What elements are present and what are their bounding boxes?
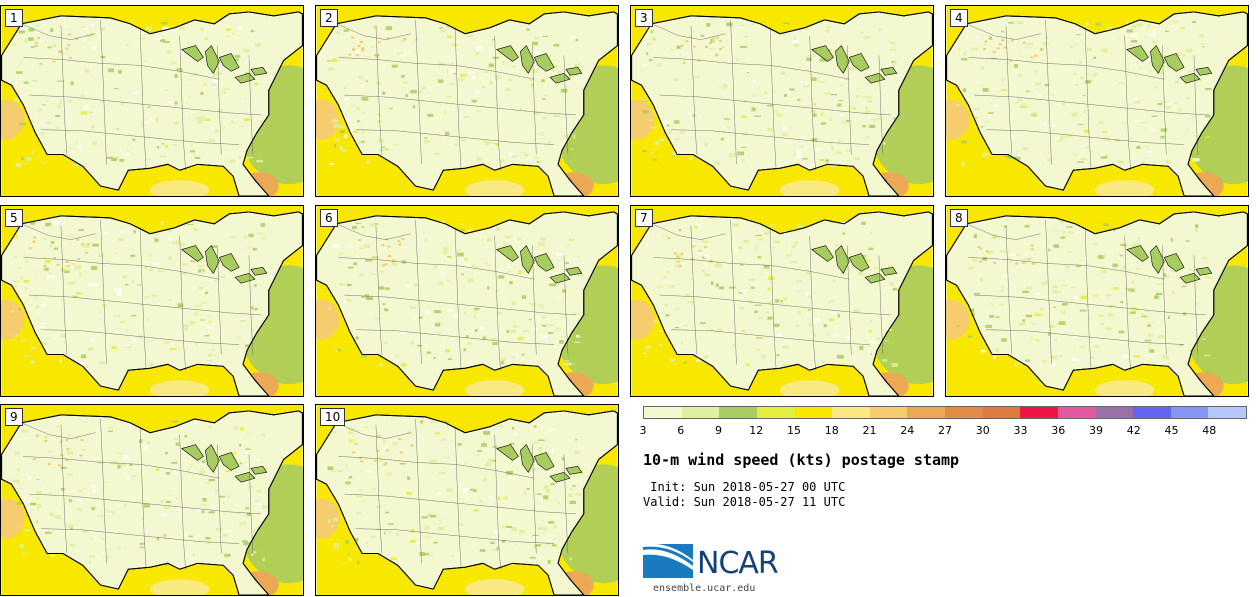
- colorbar-tick-label: 9: [715, 424, 722, 437]
- colorbar-tick-label: 36: [1051, 424, 1066, 437]
- map-panel-5: 5: [0, 205, 304, 397]
- map-panel-3: 3: [630, 5, 934, 197]
- colorbar-swatch-10: [1020, 407, 1058, 418]
- panel-label: 4: [950, 9, 968, 27]
- wind-speed-map: [631, 206, 933, 396]
- colorbar-swatch-12: [1095, 407, 1134, 418]
- colorbar-tick-label: 27: [938, 424, 952, 437]
- init-time: Init: Sun 2018-05-27 00 UTC: [643, 480, 846, 494]
- wind-speed-map: [631, 6, 933, 196]
- panel-label: 5: [5, 209, 23, 227]
- map-panel-6: 6: [315, 205, 619, 397]
- colorbar-swatch-0: [644, 407, 682, 418]
- panel-label: 2: [320, 9, 338, 27]
- valid-time: Valid: Sun 2018-05-27 11 UTC: [643, 495, 846, 509]
- colorbar: [643, 406, 1247, 419]
- colorbar-tick-label: 6: [677, 424, 685, 437]
- colorbar-tick-label: 3: [639, 424, 647, 437]
- wind-speed-map: [1, 6, 303, 196]
- colorbar-swatch-7: [907, 407, 945, 418]
- colorbar-ticks: 3 6 9 12 15 18 21 24 27 30 33 36 39 42 45 48: [639, 424, 1247, 438]
- panel-label: 1: [5, 9, 23, 27]
- wind-speed-map: [946, 6, 1248, 196]
- colorbar-swatch-15: [1208, 407, 1246, 418]
- plot-title: 10-m wind speed (kts) postage stamp: [643, 451, 960, 469]
- wind-speed-map: [316, 6, 618, 196]
- colorbar-tick-label: 15: [787, 424, 801, 437]
- colorbar-tick-label: 21: [862, 424, 877, 437]
- map-panel-9: 9: [0, 404, 304, 596]
- colorbar-tick-label: 24: [900, 424, 915, 437]
- colorbar-tick-label: 42: [1126, 424, 1141, 437]
- colorbar-swatch-1: [681, 407, 720, 418]
- wind-speed-map: [1, 405, 303, 595]
- panel-label: 10: [320, 408, 346, 426]
- map-panel-8: 8: [945, 205, 1249, 397]
- panel-label: 7: [635, 209, 653, 227]
- colorbar-swatch-14: [1170, 407, 1209, 418]
- colorbar-swatch-13: [1133, 407, 1171, 418]
- colorbar-tick-label: 39: [1089, 424, 1103, 437]
- colorbar-swatch-9: [982, 407, 1021, 418]
- map-panel-7: 7: [630, 205, 934, 397]
- colorbar-swatch-6: [869, 407, 908, 418]
- wind-speed-map: [1, 206, 303, 396]
- website-url: ensemble.ucar.edu: [653, 583, 756, 594]
- map-panel-1: 1: [0, 5, 304, 197]
- colorbar-tick-label: 45: [1164, 424, 1179, 437]
- colorbar-tick-label: 18: [824, 424, 839, 437]
- colorbar-swatch-4: [794, 407, 833, 418]
- panel-label: 8: [950, 209, 968, 227]
- colorbar-tick-label: 33: [1013, 424, 1028, 437]
- map-panel-2: 2: [315, 5, 619, 197]
- colorbar-tick-label: 48: [1202, 424, 1217, 437]
- colorbar-swatch-2: [719, 407, 757, 418]
- wind-speed-map: [316, 206, 618, 396]
- map-panel-10: 10: [315, 404, 619, 596]
- ncar-logo-icon: [643, 543, 693, 578]
- wind-speed-map: [946, 206, 1248, 396]
- panel-label: 3: [635, 9, 653, 27]
- map-panel-4: 4: [945, 5, 1249, 197]
- wind-speed-map: [316, 405, 618, 595]
- colorbar-swatch-3: [756, 407, 795, 418]
- colorbar-tick-label: 12: [749, 424, 764, 437]
- colorbar-swatch-8: [945, 407, 983, 418]
- colorbar-tick-label: 30: [975, 424, 990, 437]
- panel-label: 9: [5, 408, 23, 426]
- logo-text: NCAR: [697, 546, 779, 581]
- panel-label: 6: [320, 209, 338, 227]
- colorbar-swatch-5: [832, 407, 870, 418]
- colorbar-swatch-11: [1057, 407, 1096, 418]
